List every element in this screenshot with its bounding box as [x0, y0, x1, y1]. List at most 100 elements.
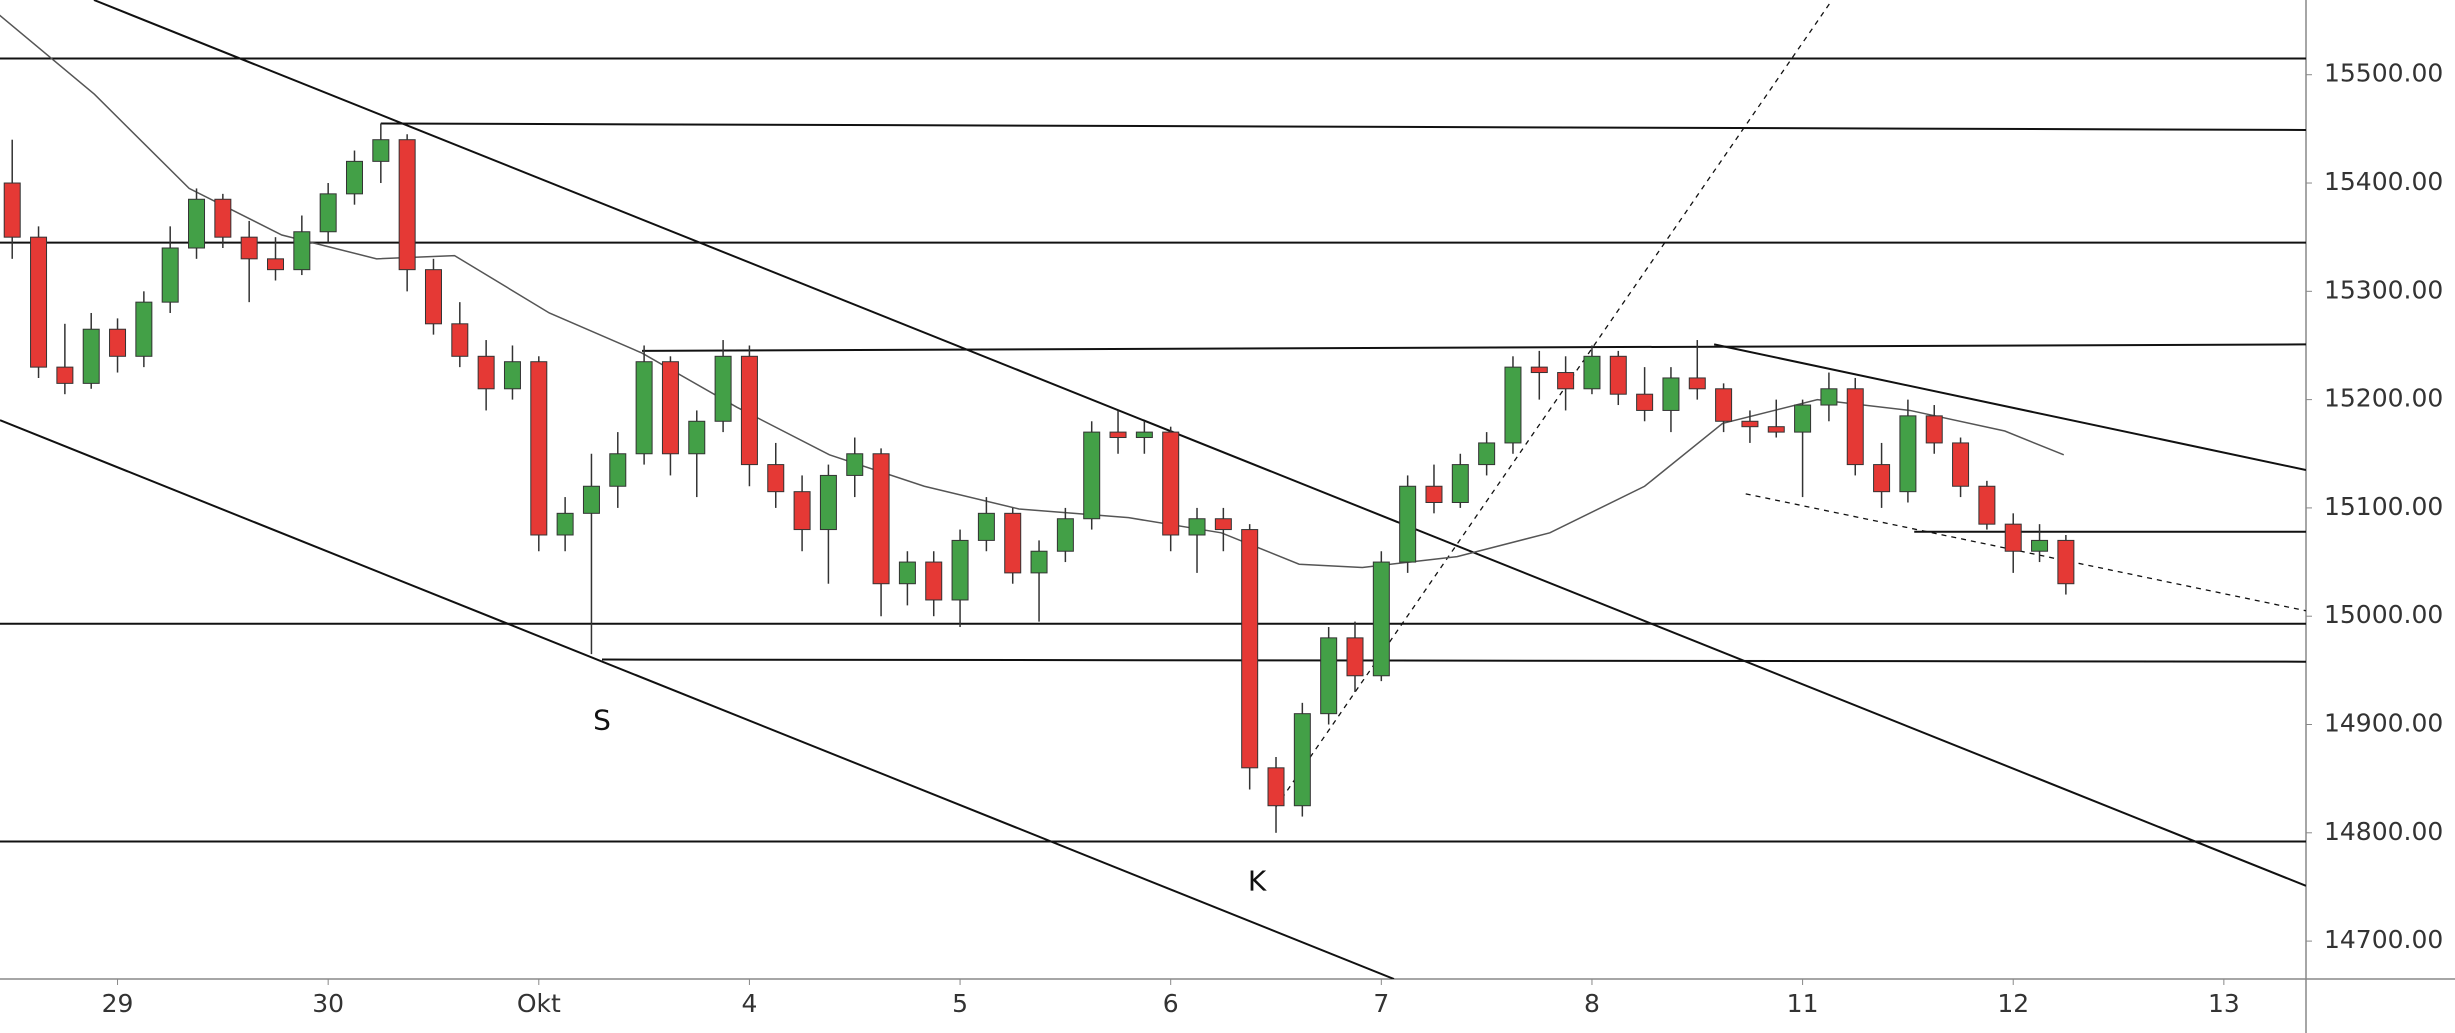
trend-line	[1713, 343, 2306, 471]
candle-body	[977, 512, 995, 541]
candle-body	[1320, 637, 1338, 715]
candle-body	[1030, 550, 1048, 574]
dashed-trend-line	[1745, 493, 2306, 612]
trend-line	[380, 122, 2306, 131]
x-tick-label: 29	[102, 989, 134, 1018]
trend-line	[0, 419, 1395, 979]
candle-body	[345, 160, 363, 195]
x-tick-label: 11	[1787, 989, 1819, 1018]
candle-body	[1399, 485, 1417, 563]
candle-body	[214, 198, 232, 238]
moving-average-line	[0, 14, 2065, 569]
candle-body	[1583, 355, 1601, 390]
candle-body	[1688, 377, 1706, 390]
candle-body	[1346, 637, 1364, 677]
candle-body	[1846, 388, 1864, 466]
candle-body	[1135, 431, 1153, 439]
candle-body	[161, 247, 179, 303]
candle-body	[451, 323, 469, 357]
candle-body	[319, 193, 337, 233]
candle-body	[3, 182, 21, 238]
candle-body	[951, 539, 969, 601]
candle-body	[1451, 464, 1469, 503]
candle-body	[1241, 529, 1259, 769]
candle-body	[925, 561, 943, 601]
candle-body	[635, 361, 653, 455]
candle-body	[1004, 512, 1022, 574]
candle-body	[714, 355, 732, 422]
x-tick-label: 4	[741, 989, 757, 1018]
y-tick-label: 15100.00	[2324, 492, 2443, 521]
candle-body	[530, 361, 548, 536]
x-tick-label: 6	[1163, 989, 1179, 1018]
y-tick-label: 15000.00	[2324, 600, 2443, 629]
candle-body	[1794, 404, 1812, 433]
candle-body	[109, 328, 127, 357]
y-tick-label: 15300.00	[2324, 275, 2443, 304]
candle-body	[1425, 485, 1443, 503]
y-tick-label: 14700.00	[2324, 925, 2443, 954]
candle-body	[1925, 415, 1943, 444]
candle-body	[1162, 431, 1180, 536]
candle-body	[1741, 420, 1759, 428]
candle-body	[30, 236, 48, 368]
candle-body	[188, 198, 206, 249]
candle-body	[1952, 442, 1970, 487]
y-tick-label: 15500.00	[2324, 59, 2443, 88]
candle-body	[240, 236, 258, 260]
trend-line	[642, 343, 2306, 352]
candle-body	[1504, 366, 1522, 444]
candle-body	[1609, 355, 1627, 395]
candle-body	[372, 139, 390, 162]
x-tick-label: 13	[2208, 989, 2240, 1018]
candle-body	[819, 474, 837, 531]
candle-body	[688, 420, 706, 455]
dashed-trend-line	[1275, 0, 1833, 808]
x-tick-label: 5	[952, 989, 968, 1018]
candle-body	[898, 561, 916, 585]
candle-body	[1478, 442, 1496, 466]
x-tick-label: 30	[312, 989, 344, 1018]
candle-body	[398, 139, 416, 271]
candle-body	[1662, 377, 1680, 411]
y-tick-label: 15400.00	[2324, 167, 2443, 196]
candle-body	[2057, 539, 2075, 585]
candle-body	[503, 361, 521, 390]
candle-body	[609, 453, 627, 487]
candle-body	[56, 366, 74, 384]
candle-body	[661, 361, 679, 455]
candle-body	[135, 301, 153, 357]
candle-body	[1188, 518, 1206, 536]
candle-body	[2004, 523, 2022, 552]
candle-body	[424, 269, 442, 325]
x-tick-label: 12	[1997, 989, 2029, 1018]
candle-body	[267, 258, 285, 271]
candle-body	[1214, 518, 1232, 531]
candle-body	[582, 485, 600, 514]
candle-body	[1267, 767, 1285, 807]
candle-body	[767, 464, 785, 493]
y-tick-label: 14800.00	[2324, 817, 2443, 846]
plot-area: SK	[0, 0, 2306, 979]
candle-body	[477, 355, 495, 390]
candle-body	[1056, 518, 1074, 552]
candle-body	[556, 512, 574, 536]
candle-body	[1767, 426, 1785, 433]
candle-body	[1109, 431, 1127, 439]
trend-line	[93, 0, 2306, 887]
candle-body	[1557, 372, 1575, 390]
candle-body	[1899, 415, 1917, 493]
candle-body	[1715, 388, 1733, 422]
candle-body	[1820, 388, 1838, 406]
x-tick-label: Okt	[517, 989, 561, 1018]
y-tick-label: 14900.00	[2324, 709, 2443, 738]
candle-body	[1293, 713, 1311, 807]
candle-body	[793, 491, 811, 531]
annotation: K	[1248, 865, 1267, 898]
candle-body	[1873, 464, 1891, 493]
candle-body	[82, 328, 100, 384]
candle-body	[2031, 539, 2049, 552]
candle-body	[740, 355, 758, 466]
